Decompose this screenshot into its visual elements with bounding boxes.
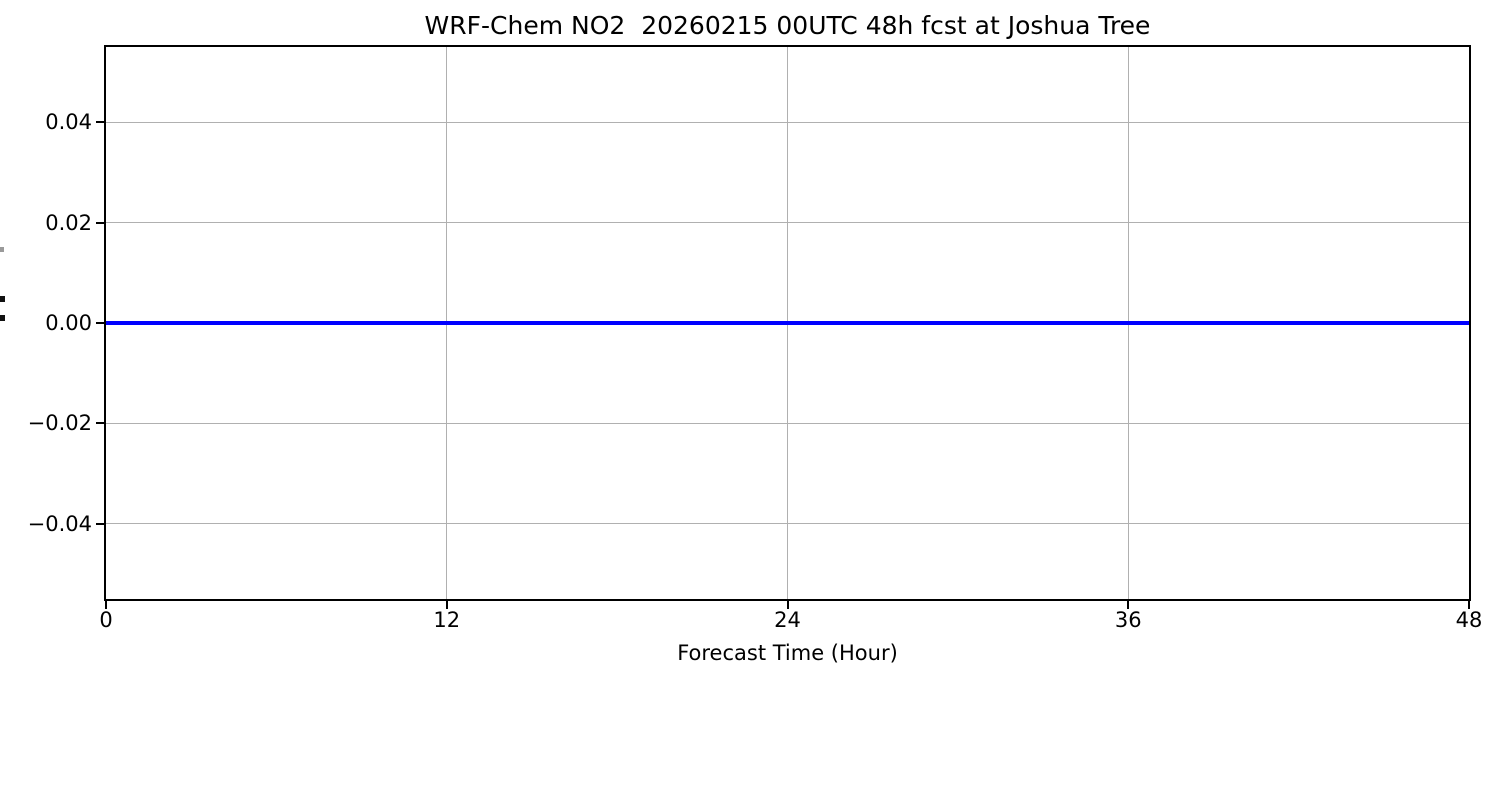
ylabel-clipped-fragment [0, 315, 5, 321]
x-tick-mark [105, 601, 107, 609]
chart-title: WRF-Chem NO2 20260215 00UTC 48h fcst at … [424, 11, 1151, 40]
x-tick-mark [445, 601, 448, 609]
x-tick-mark [1468, 601, 1470, 609]
x-tick-label: 36 [1114, 608, 1142, 632]
y-tick-mark [96, 121, 104, 124]
x-tick-label: 24 [774, 608, 801, 632]
ylabel-clipped-fragment [0, 247, 4, 252]
x-tick-mark [786, 601, 789, 609]
y-tick-mark [96, 322, 104, 324]
y-tick-label: −0.02 [27, 411, 92, 436]
y-tick-label: −0.04 [27, 511, 92, 536]
x-tick-mark [1127, 601, 1130, 609]
y-tick-mark [96, 221, 104, 224]
x-tick-label: 12 [433, 608, 461, 632]
y-tick-label: 0.02 [45, 210, 92, 235]
y-tick-label: 0.04 [45, 110, 92, 135]
x-tick-label: 48 [1455, 608, 1483, 632]
y-tick-label: 0.00 [45, 311, 92, 335]
x-axis-label: Forecast Time (Hour) [677, 641, 898, 665]
ylabel-clipped-fragment [0, 296, 5, 302]
x-tick-label: 0 [99, 608, 113, 632]
y-tick-mark [96, 422, 104, 425]
series-layer [106, 321, 1469, 325]
plot-area [106, 47, 1469, 599]
y-tick-mark [96, 522, 104, 525]
